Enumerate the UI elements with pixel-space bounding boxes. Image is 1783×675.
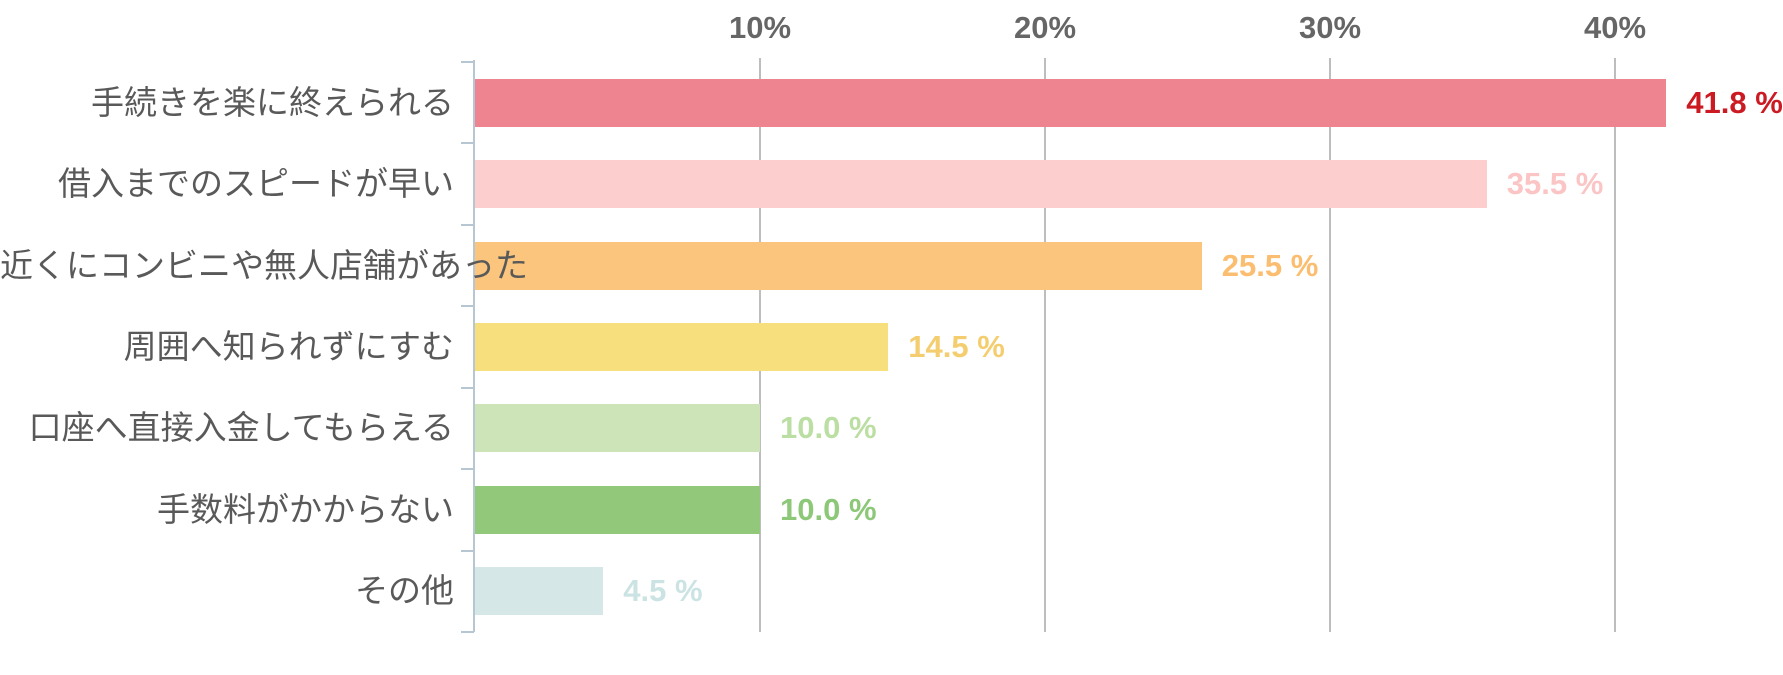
gridline (1614, 58, 1616, 632)
bar (475, 404, 760, 453)
y-axis-line (473, 60, 475, 632)
value-label: 14.5 % (908, 329, 1005, 364)
category-label: 借入までのスピードが早い (58, 165, 454, 203)
category-label: 手数料がかからない (157, 490, 454, 528)
bar (475, 160, 1487, 209)
category-label: 口座へ直接入金してもらえる (28, 409, 454, 447)
category-label: 近くにコンビニや無人店舗があった (0, 246, 528, 284)
value-label: 35.5 % (1506, 166, 1604, 202)
bar (475, 485, 760, 534)
bar (475, 567, 604, 616)
y-axis-tick (461, 631, 474, 633)
y-axis-tick (461, 223, 474, 226)
gridline (1044, 58, 1046, 632)
value-label: 10.0 % (780, 410, 877, 446)
bar (475, 78, 1667, 127)
x-axis-tick-label: 40% (1583, 10, 1647, 45)
y-axis-tick (461, 386, 474, 389)
y-axis-tick (461, 305, 474, 308)
category-label: 周囲へ知られずにすむ (123, 328, 454, 365)
value-label: 4.5 % (623, 573, 703, 609)
bar (475, 241, 1202, 290)
value-label: 25.5 % (1221, 247, 1319, 283)
x-axis-tick-label: 20% (1013, 10, 1077, 45)
category-label: 手続きを楽に終えられる (91, 83, 454, 121)
y-axis-tick (461, 549, 474, 552)
x-axis-tick-label: 30% (1298, 10, 1362, 45)
gridline (1329, 58, 1331, 632)
value-label: 41.8 % (1686, 84, 1783, 120)
x-axis-tick-label: 10% (728, 10, 792, 45)
category-label: その他 (355, 572, 454, 610)
bar (475, 323, 889, 371)
y-axis-tick (461, 61, 474, 63)
y-axis-tick (461, 142, 474, 145)
y-axis-tick (461, 468, 474, 471)
value-label: 10.0 % (780, 491, 877, 527)
